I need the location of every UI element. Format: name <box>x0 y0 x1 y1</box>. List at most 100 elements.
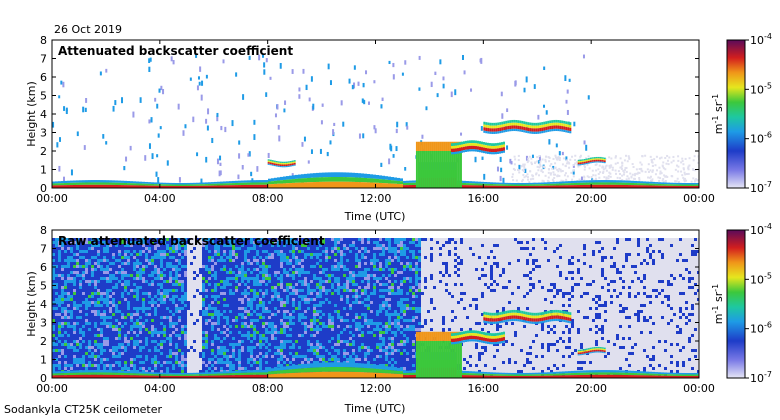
raw-noise-cell <box>145 262 148 265</box>
raw-noise-cell <box>220 271 223 274</box>
cloud-layer-cell <box>597 159 600 162</box>
raw-noise-cell <box>67 238 70 241</box>
raw-noise-cell <box>199 319 202 322</box>
raw-noise-cell <box>175 325 178 328</box>
raw-noise-cell <box>55 283 58 286</box>
raw-noise-cell <box>223 337 226 340</box>
noise-speck <box>591 169 594 172</box>
raw-noise-cell <box>166 271 169 274</box>
raw-noise-cell <box>160 277 163 280</box>
raw-noise-cell <box>244 358 247 361</box>
boundary-layer-cell <box>355 172 358 178</box>
raw-noise-cell <box>172 370 175 373</box>
raw-noise-cell <box>142 340 145 343</box>
raw-noise-cell <box>124 253 127 256</box>
boundary-layer-cell <box>490 182 493 184</box>
boundary-layer-cell <box>166 185 169 188</box>
cloud-layer-cell <box>497 131 500 134</box>
raw-noise-cell <box>178 271 181 274</box>
boundary-layer-cell <box>64 185 67 188</box>
noise-speck <box>518 171 521 174</box>
colorbar-tick-label: 10-7 <box>750 180 772 195</box>
noise-speck <box>676 177 679 180</box>
raw-noise-cell <box>154 316 157 319</box>
raw-noise-cell <box>163 325 166 328</box>
noise-speck <box>571 155 574 158</box>
low-cloud-cell <box>425 141 428 151</box>
raw-noise-cell <box>223 331 226 334</box>
cloud-layer-cell <box>533 125 536 129</box>
boundary-layer-cell <box>676 182 679 185</box>
raw-noise-cell <box>130 322 133 325</box>
raw-noise-cell <box>133 325 136 328</box>
raw-noise-cell <box>61 316 64 319</box>
raw-noise-cell <box>118 262 121 265</box>
raw-noise-cell <box>127 310 130 313</box>
raw-noise-cell <box>172 304 175 307</box>
raw-noise-cell <box>181 256 184 259</box>
raw-noise-cell <box>112 256 115 259</box>
noise-speck <box>590 176 593 179</box>
noise-speck <box>404 60 407 65</box>
cloud-layer-cell <box>545 123 548 127</box>
boundary-layer-cell <box>169 182 172 185</box>
boundary-layer-cell <box>100 182 103 185</box>
boundary-layer-cell <box>670 185 673 188</box>
boundary-layer-cell <box>493 185 496 188</box>
noise-speck <box>461 54 464 60</box>
raw-noise-cell <box>190 304 193 307</box>
raw-noise-cell <box>214 244 217 247</box>
raw-noise-cell <box>124 280 127 283</box>
boundary-layer-cell <box>313 173 316 178</box>
raw-noise-cell <box>136 328 139 331</box>
raw-noise-cell <box>175 328 178 331</box>
cloud-layer-cell <box>511 125 514 129</box>
noise-speck <box>549 172 552 175</box>
raw-noise-cell <box>79 277 82 280</box>
raw-noise-cell <box>205 256 208 259</box>
raw-noise-cell <box>208 352 211 355</box>
raw-noise-cell <box>139 292 142 295</box>
noise-speck <box>685 179 688 182</box>
raw-noise-cell <box>85 280 88 283</box>
raw-noise-cell <box>181 241 184 244</box>
raw-noise-cell <box>190 259 193 262</box>
raw-noise-cell <box>73 298 76 301</box>
cloud-layer-cell <box>493 122 496 126</box>
raw-noise-cell <box>118 253 121 256</box>
noise-speck <box>157 133 160 138</box>
noise-speck <box>206 125 209 131</box>
raw-noise-cell <box>217 370 220 373</box>
raw-noise-cell <box>118 358 121 361</box>
raw-noise-cell <box>244 292 247 295</box>
cloud-layer-cell <box>583 158 586 161</box>
boundary-layer-cell <box>541 182 544 185</box>
cloud-layer-cell <box>501 130 504 133</box>
raw-noise-cell <box>100 250 103 253</box>
raw-noise-cell <box>103 355 106 358</box>
raw-noise-cell <box>202 268 205 271</box>
raw-noise-cell <box>88 247 91 250</box>
raw-noise-cell <box>229 337 232 340</box>
raw-noise-cell <box>220 286 223 289</box>
raw-noise-cell <box>55 262 58 265</box>
raw-noise-cell <box>115 250 118 253</box>
raw-noise-cell <box>214 289 217 292</box>
cloud-layer-cell <box>547 129 550 132</box>
raw-noise-cell <box>187 244 190 247</box>
raw-noise-cell <box>169 271 172 274</box>
cloud-layer-cell <box>513 128 516 132</box>
boundary-layer-cell <box>274 180 277 184</box>
raw-noise-cell <box>67 259 70 262</box>
noise-speck <box>480 57 483 64</box>
boundary-layer-cell <box>286 183 289 188</box>
raw-noise-cell <box>124 367 127 370</box>
raw-noise-cell <box>151 346 154 349</box>
raw-noise-cell <box>136 316 139 319</box>
raw-noise-cell <box>85 307 88 310</box>
raw-noise-cell <box>247 298 250 301</box>
boundary-layer-cell <box>157 185 160 188</box>
raw-noise-cell <box>181 298 184 301</box>
cloud-layer-cell <box>577 164 580 166</box>
raw-noise-cell <box>190 322 193 325</box>
